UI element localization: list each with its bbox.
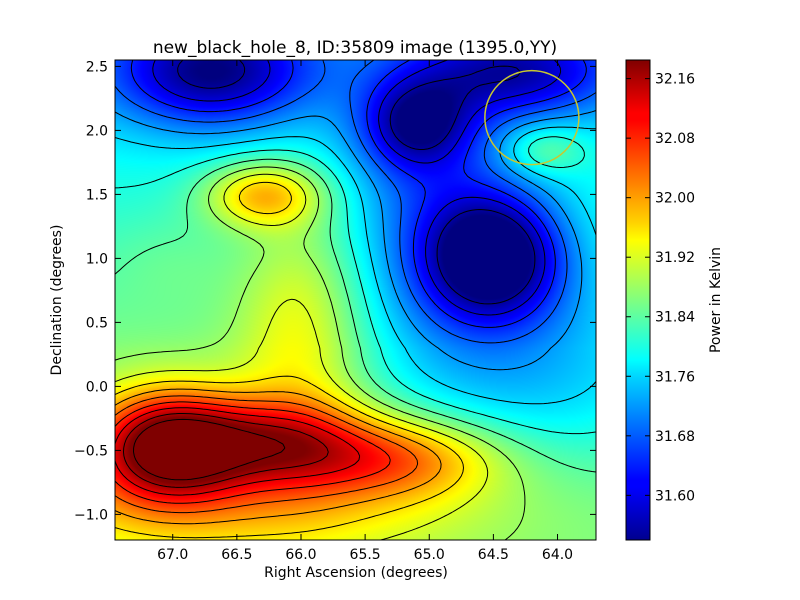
colorbar-tick-label: 31.92: [655, 250, 695, 266]
x-tick-label: 66.0: [285, 547, 316, 563]
contour-line: [114, 166, 526, 541]
x-axis-label: Right Ascension (degrees): [264, 565, 448, 581]
contour-line: [133, 418, 286, 481]
y-tick-label: 2.0: [86, 123, 108, 139]
contour-line: [114, 407, 361, 496]
contour-line: [114, 136, 597, 435]
x-tick-label: 65.5: [350, 547, 381, 563]
y-axis-label: Declination (degrees): [49, 225, 65, 376]
contour-line: [114, 59, 597, 344]
colorbar-tick-label: 31.76: [655, 369, 695, 385]
chart-title: new_black_hole_8, ID:35809 image (1395.0…: [153, 38, 557, 58]
y-tick-label: −0.5: [74, 443, 108, 459]
y-tick-label: 0.5: [86, 315, 108, 331]
y-tick-label: −1.0: [74, 507, 108, 523]
marker-circle: [484, 69, 580, 166]
colorbar-tick-label: 32.00: [655, 191, 695, 207]
x-tick-label: 64.5: [478, 547, 509, 563]
heatmap-image: [115, 60, 596, 540]
x-tick-label: 66.5: [221, 547, 252, 563]
y-tick-label: 1.5: [86, 187, 108, 203]
contour-lines: [114, 59, 597, 541]
contour-line: [130, 59, 587, 328]
y-tick-label: 2.5: [86, 59, 108, 75]
x-axis-ticks: 67.0 66.5 66.0 65.5 65.0 64.5 64.0: [157, 60, 573, 563]
contour-line: [114, 126, 597, 405]
colorbar-label: Power in Kelvin: [708, 247, 724, 353]
plot-frame: [114, 59, 597, 541]
colorbar-tick-label: 31.68: [655, 429, 695, 445]
contour-line: [123, 413, 329, 488]
contour-line: [114, 158, 597, 473]
colorbar: 31.60 31.68 31.76 31.84 31.92 32.00 32.08 32.16: [625, 59, 695, 541]
colorbar-ticks: 31.60 31.68 31.76 31.84 31.92 32.00 32.08 32.16: [626, 72, 695, 504]
y-tick-label: 0.0: [86, 379, 108, 395]
colorbar-tick-label: 31.84: [655, 310, 695, 326]
x-tick-label: 64.0: [542, 547, 573, 563]
contour-line: [177, 59, 536, 305]
x-tick-label: 67.0: [157, 547, 188, 563]
contour-line: [152, 59, 562, 316]
y-axis-ticks: −1.0 −0.5 0.0 0.5 1.0 1.5 2.0 2.5: [74, 59, 596, 523]
colorbar-tick-label: 31.60: [655, 488, 695, 504]
x-tick-label: 65.0: [414, 547, 445, 563]
contour-line: [114, 181, 464, 539]
colorbar-gradient: [625, 59, 651, 541]
y-tick-label: 1.0: [86, 251, 108, 267]
colorbar-tick-label: 32.08: [655, 131, 695, 147]
contour-line: [114, 388, 442, 525]
contour-line: [114, 110, 597, 371]
contour-line: [114, 395, 419, 514]
colorbar-tick-label: 32.16: [655, 72, 695, 88]
plot-area: 67.0 66.5 66.0 65.5 65.0 64.5 64.0 −1.0 −0.5 0.0…: [74, 59, 597, 563]
contour-line: [114, 173, 489, 541]
contour-line: [114, 401, 391, 504]
